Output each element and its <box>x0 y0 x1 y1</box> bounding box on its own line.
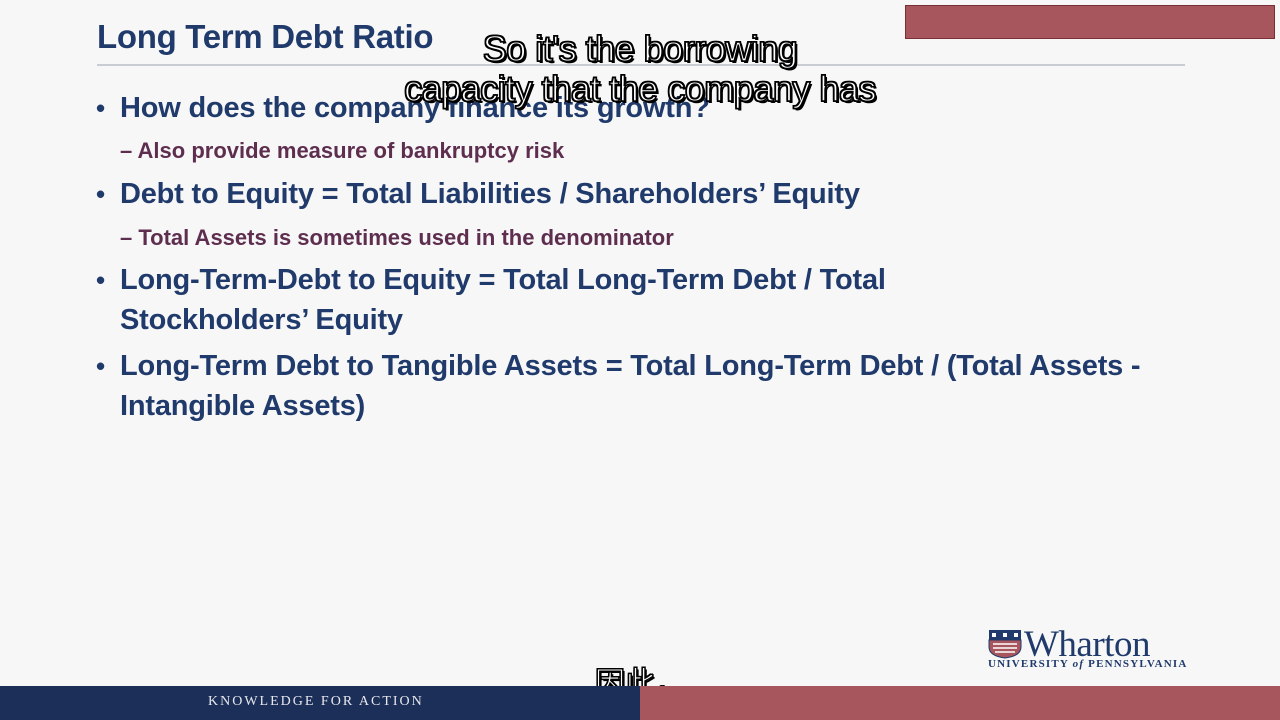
shield-icon <box>988 630 1022 659</box>
bullet-item: • Debt to Equity = Total Liabilities / S… <box>96 174 1180 214</box>
slide-title: Long Term Debt Ratio <box>97 18 434 55</box>
footer-bar: KNOWLEDGE FOR ACTION <box>0 686 640 720</box>
bullet-item: • Long-Term-Debt to Equity = Total Long-… <box>96 260 1000 340</box>
bullet-item: • Long-Term Debt to Tangible Assets = To… <box>96 346 1150 426</box>
subbullet-item: – Total Assets is sometimes used in the … <box>120 225 674 250</box>
bullet-icon: • <box>96 179 105 209</box>
subtitle-english-line1: So it's the borrowing <box>0 27 1280 70</box>
header-accent-bar <box>905 5 1275 39</box>
subbullet-item: – Also provide measure of bankruptcy ris… <box>120 138 565 163</box>
subtitle-english-line2: capacity that the company has <box>0 67 1280 110</box>
subtitle-text: capacity that the company has <box>403 67 877 110</box>
bullet-text: How does the company finance its growth? <box>120 92 710 124</box>
bullet-text: Long-Term-Debt to Equity = Total Long-Te… <box>120 264 886 336</box>
bullet-text: Long-Term Debt to Tangible Assets = Tota… <box>120 350 1141 422</box>
bullet-icon: • <box>96 351 105 381</box>
footer-accent <box>640 686 1280 720</box>
logo-university: UNIVERSITY of PENNSYLVANIA <box>988 658 1188 670</box>
wharton-logo: Wharton UNIVERSITY of PENNSYLVANIA <box>986 624 1192 673</box>
bullet-text: Debt to Equity = Total Liabilities / Sha… <box>120 178 860 210</box>
logo-wordmark: Wharton <box>1024 624 1150 665</box>
footer-tagline: KNOWLEDGE FOR ACTION <box>208 694 424 709</box>
subtitle-text: So it's the borrowing <box>482 27 799 70</box>
bullet-item: • How does the company finance its growt… <box>96 88 1180 128</box>
bullet-icon: • <box>96 93 105 123</box>
bullet-icon: • <box>96 265 105 295</box>
title-divider <box>97 64 1185 66</box>
